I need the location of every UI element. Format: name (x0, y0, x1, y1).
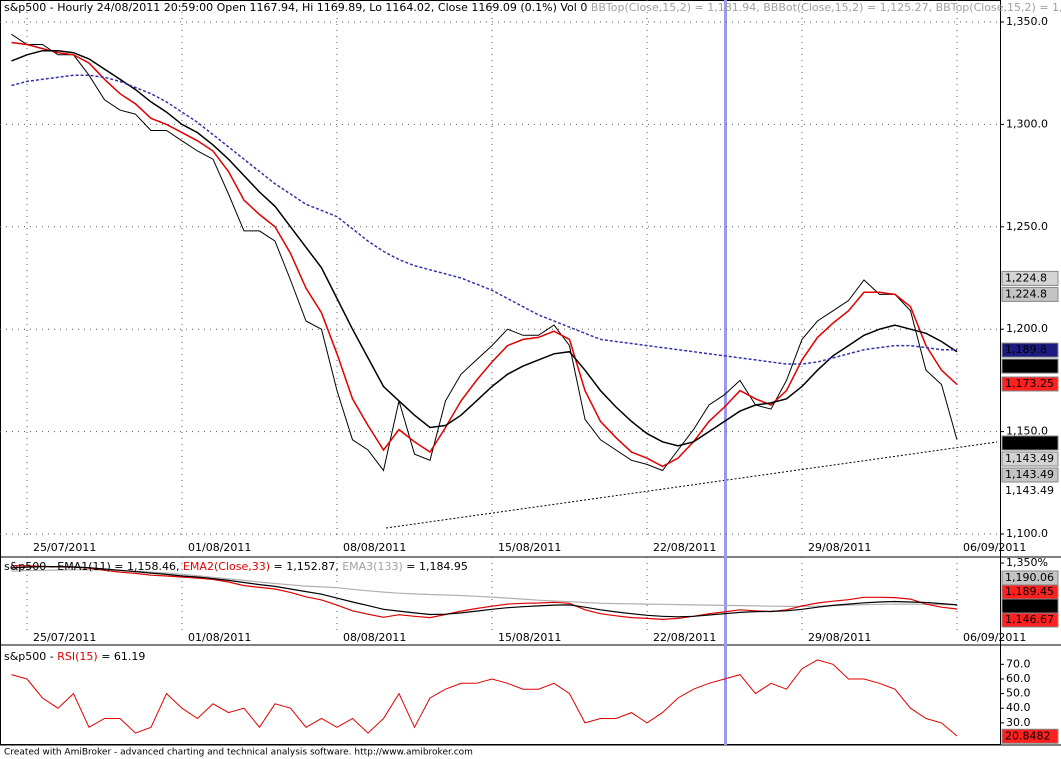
price-label: 1,173.25 (1005, 377, 1054, 390)
x-tick-label: 29/08/2011 (808, 631, 871, 644)
price-label: 1,189.45 (1005, 359, 1054, 372)
series-line (11, 33, 958, 472)
x-tick-label: 06/09/2011 (963, 631, 1026, 644)
price-label-box (1001, 286, 1059, 302)
price-label-box (1001, 612, 1059, 628)
rsi-line (11, 659, 958, 737)
x-tick-label: 08/08/2011 (343, 631, 406, 644)
y-tick-label: 1,100.0 (1006, 527, 1048, 540)
price-label-box (1001, 342, 1059, 358)
x-tick-label: 08/08/2011 (343, 541, 406, 554)
price-label: 1,189.45 (1005, 585, 1054, 598)
y-tick-label: 30.0 (1006, 716, 1031, 729)
title-part: BBTop(Close,15,2) = 1,181.94, BBBot(Clos… (591, 1, 1061, 14)
price-label: 1,143.49 (1005, 452, 1054, 465)
price-label: 1,143.49 (1005, 468, 1054, 481)
price-label: 1,224.8 (1005, 271, 1047, 284)
title-part: s&p500 - (4, 650, 57, 663)
y-tick-label: 1,200.0 (1006, 322, 1048, 335)
price-label-box (1001, 376, 1059, 392)
trend-line (385, 441, 998, 529)
ema-line (11, 565, 958, 621)
price-label-box (1001, 728, 1059, 744)
y-tick-label: 1,250.0 (1006, 220, 1048, 233)
price-label: 1,224.8 (1005, 287, 1047, 300)
series-line (11, 74, 957, 365)
title-part: s&p500 - EMA1(11) = 1,158.46, (4, 560, 183, 573)
series-line (11, 49, 958, 447)
x-tick-label: 22/08/2011 (653, 541, 716, 554)
x-tick-label: 25/07/2011 (33, 541, 96, 554)
x-tick-label: 01/08/2011 (188, 631, 251, 644)
footer: Created with AmiBroker - advanced charti… (4, 748, 473, 758)
title-part: = 61.19 (98, 650, 146, 663)
price-label: 1,175.22 (1005, 599, 1054, 612)
cursor-line (724, 0, 727, 745)
panel-title: s&p500 - Hourly 24/08/2011 20:59:00 Open… (4, 1, 1061, 14)
price-label-box (1001, 358, 1059, 374)
x-tick-label: 06/09/2011 (963, 541, 1026, 554)
price-label: 1,190.06 (1005, 571, 1054, 584)
title-part: EMA3(133) (342, 560, 403, 573)
price-label: 1,189.8 (1005, 343, 1047, 356)
price-label-box (1001, 451, 1059, 467)
x-tick-label: 25/07/2011 (33, 631, 96, 644)
panel-title: s&p500 - EMA1(11) = 1,158.46, EMA2(Close… (4, 560, 468, 573)
y-tick-label: 70.0 (1006, 657, 1031, 670)
x-tick-label: 22/08/2011 (653, 631, 716, 644)
title-part: = 1,152.87, (270, 560, 342, 573)
title-part: RSI(15) (57, 650, 97, 663)
y-tick-label: 1,150.0 (1006, 425, 1048, 438)
price-label: 20.8482 (1005, 729, 1051, 742)
y-tick-label: 1,300.0 (1006, 117, 1048, 130)
price-label-box (1002, 483, 1058, 498)
x-tick-label: 15/08/2011 (498, 541, 561, 554)
panel-title: s&p500 - RSI(15) = 61.19 (4, 650, 145, 663)
x-tick-label: 29/08/2011 (808, 541, 871, 554)
x-tick-label: 01/08/2011 (188, 541, 251, 554)
series-line (11, 41, 958, 468)
y-tick-label: 60.0 (1006, 672, 1031, 685)
y-tick-label: 1,350.0 (1006, 15, 1048, 28)
title-part: = 1,184.95 (403, 560, 468, 573)
y-tick-label: 50.0 (1006, 687, 1031, 700)
price-label-box (1001, 467, 1059, 483)
title-part: EMA2(Close,33) (183, 560, 270, 573)
ema-line (11, 565, 958, 618)
y-tick-label: 40.0 (1006, 701, 1031, 714)
price-label-box (1001, 270, 1059, 286)
y-tick-label: 1,350% (1006, 556, 1048, 569)
price-label: 1,143.49 (1005, 484, 1054, 497)
x-tick-label: 15/08/2011 (498, 631, 561, 644)
title-part: s&p500 - Hourly 24/08/2011 20:59:00 Open… (4, 1, 591, 14)
price-label: 1,146.67 (1005, 613, 1054, 626)
price-label-box (1001, 435, 1059, 451)
price-label: 1,144.44 (1005, 436, 1054, 449)
